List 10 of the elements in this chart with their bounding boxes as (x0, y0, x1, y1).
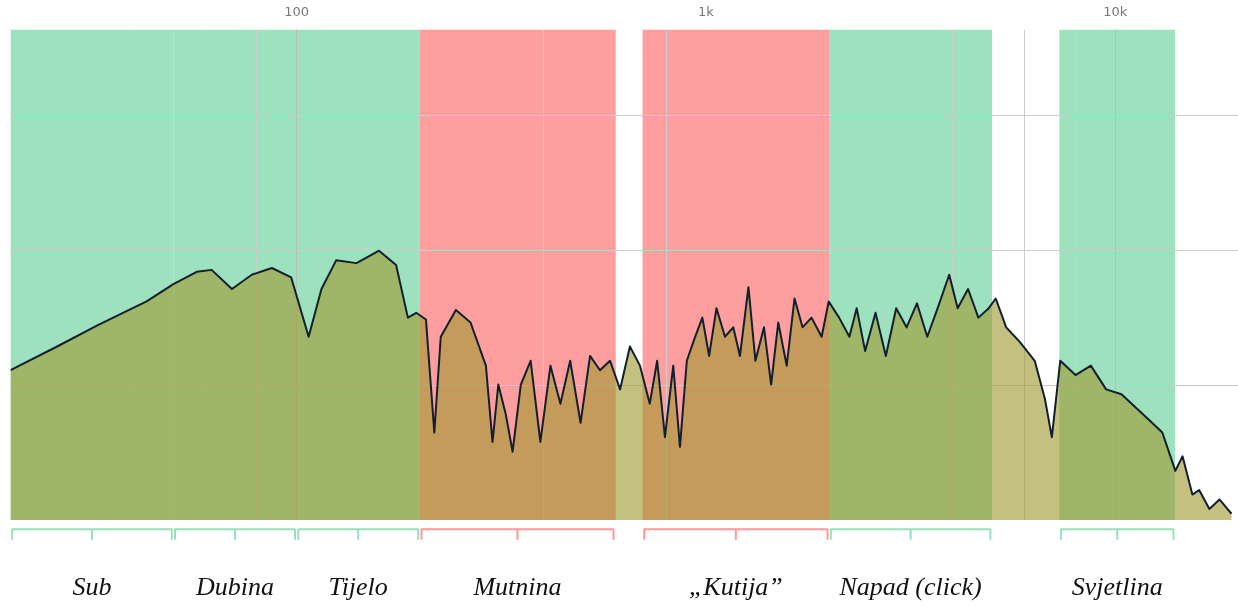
band-label: Svjetlina (1071, 572, 1163, 602)
band-label: Mutnina (472, 572, 562, 602)
band-label: Napad (click) (838, 572, 982, 602)
x-tick-label: 10k (1103, 3, 1128, 19)
band-label: Sub (72, 572, 112, 602)
x-tick-label: 100 (284, 3, 310, 19)
band-label: „Kutija” (688, 572, 783, 602)
band-label: Tijelo (328, 572, 388, 602)
band-label: Dubina (195, 572, 274, 602)
x-tick-label: 1k (698, 3, 715, 19)
